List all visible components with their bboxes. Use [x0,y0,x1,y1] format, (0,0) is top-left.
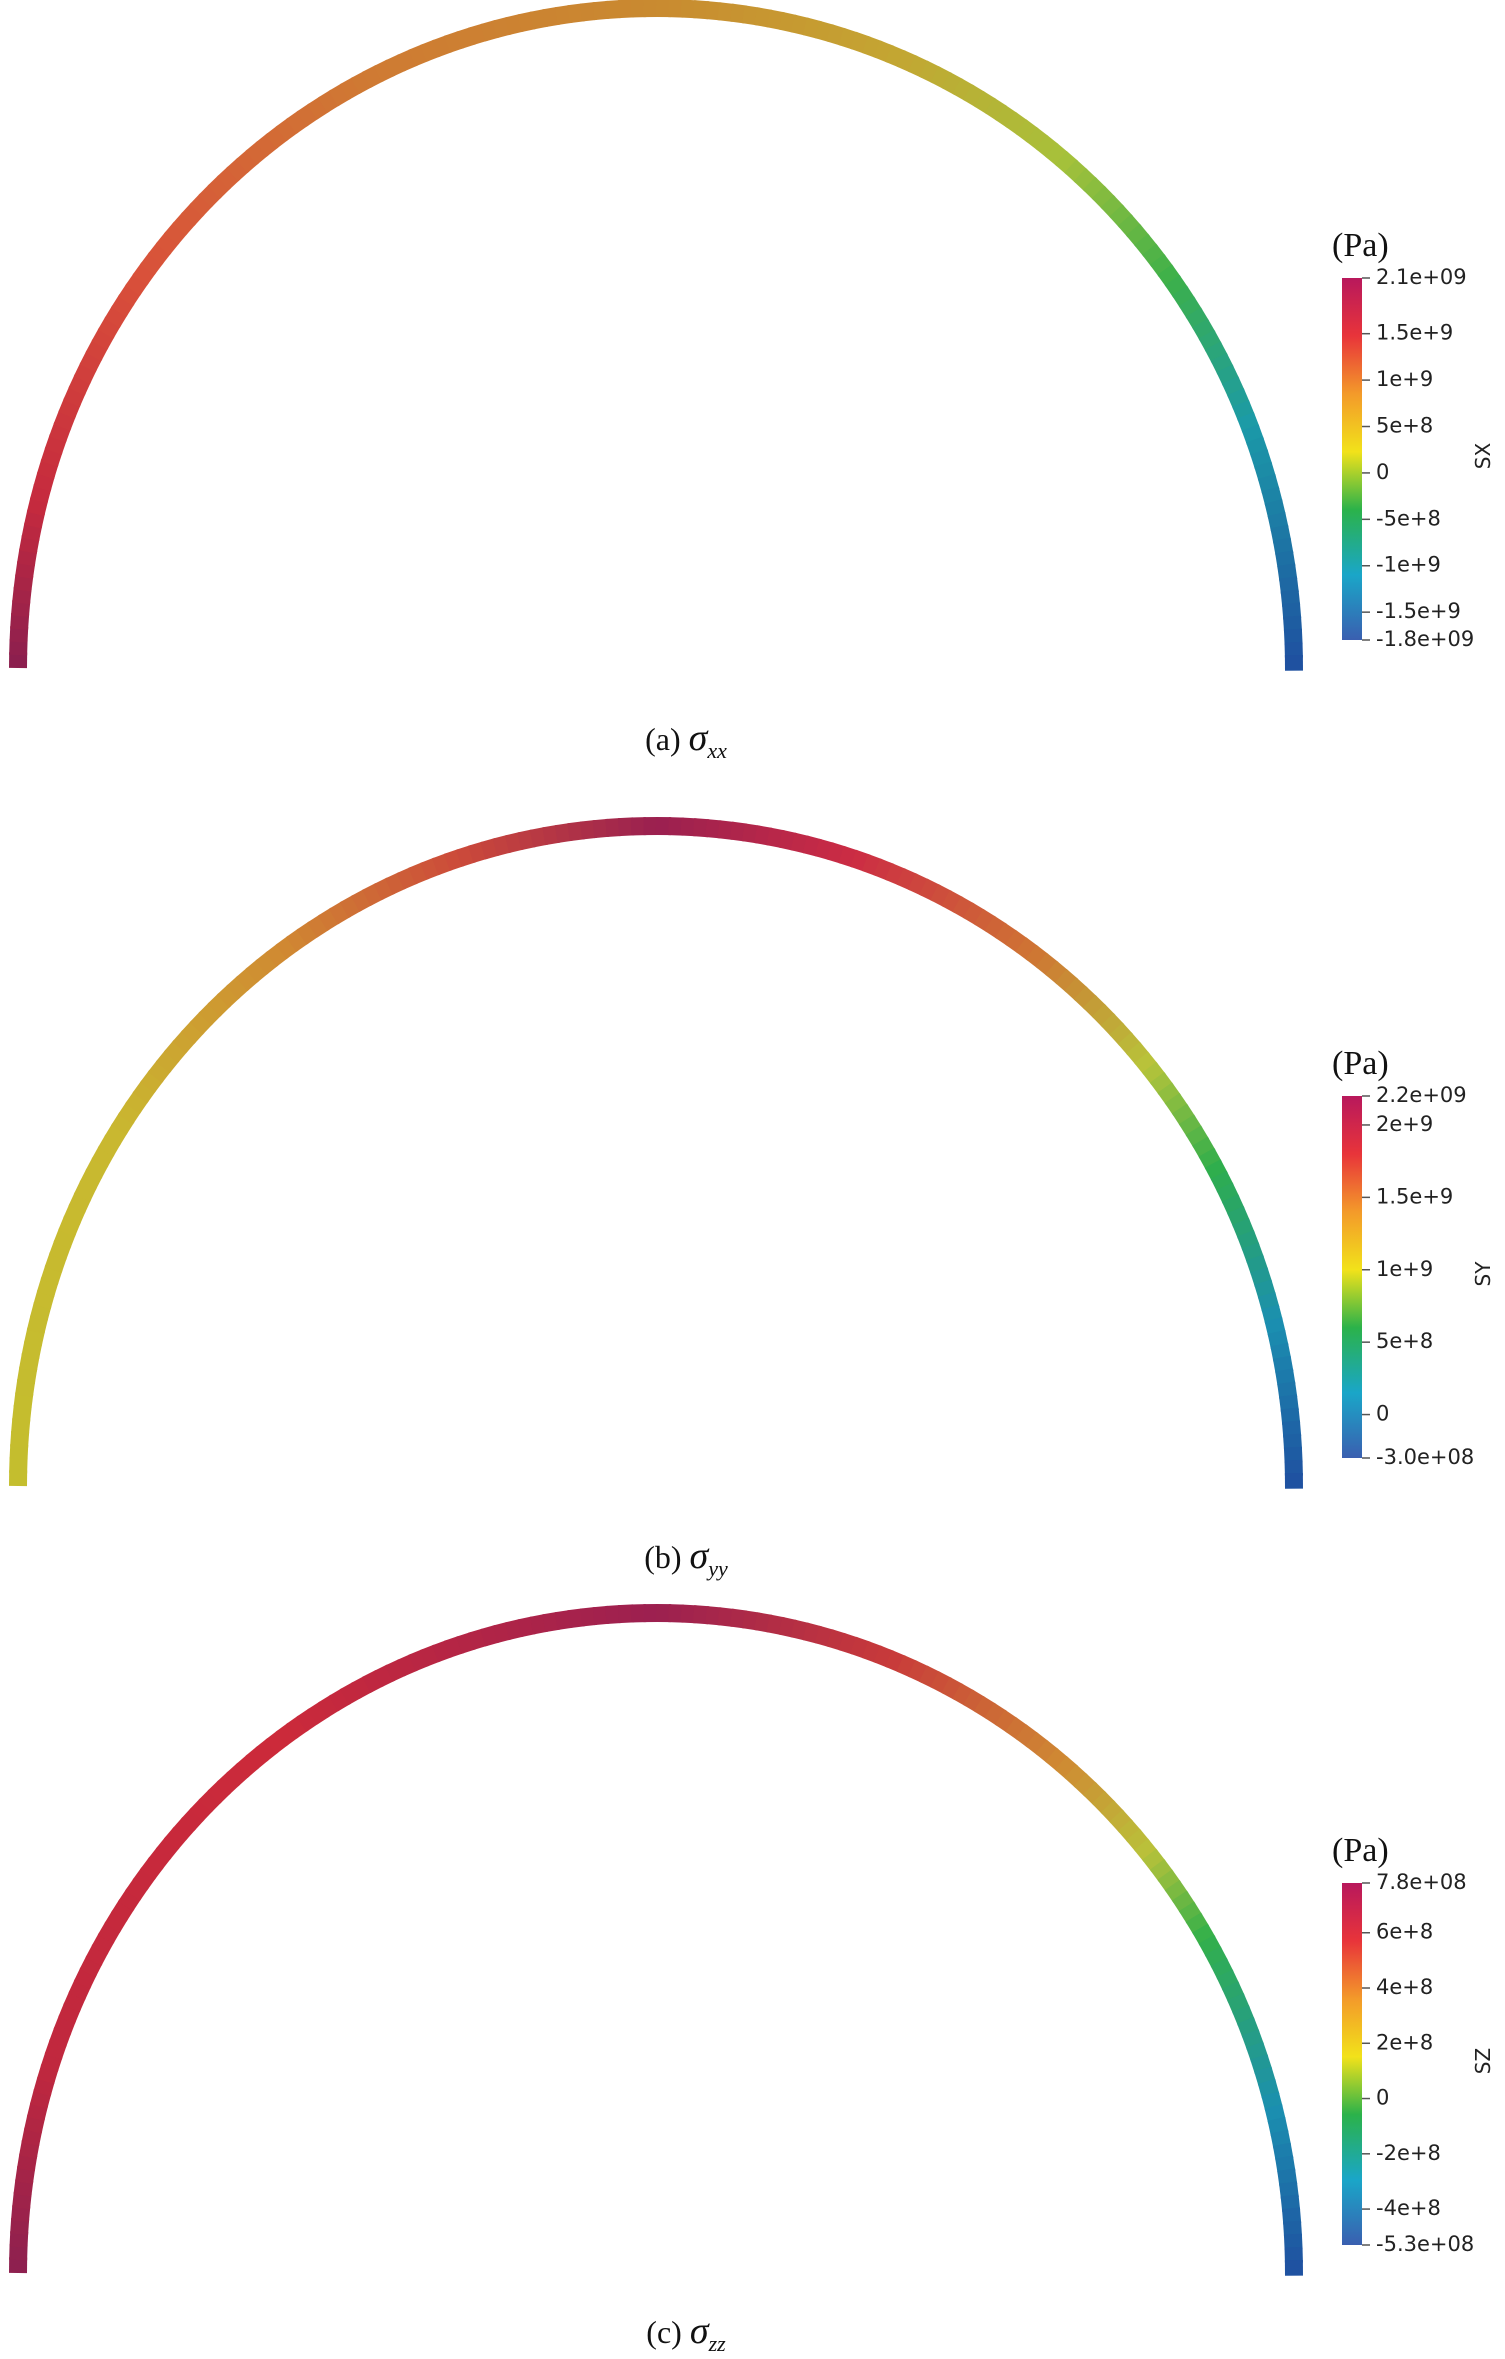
panel: 7.8e+08 6e+8 4e+8 2e+8 0 -2e+8 -4e+8 -5.3e+08 (P… [9,1604,1495,2356]
colorbar-tick-label: 2.2e+09 [1376,1083,1467,1107]
colorbar-tick-label: 6e+8 [1376,1920,1433,1944]
colorbar-tick-label: 1.5e+9 [1376,321,1453,345]
caption-prefix: (b) [644,1539,681,1575]
colorbar-tick-label: -5e+8 [1376,506,1441,530]
caption-symbol: σ [690,2310,710,2352]
caption-subscript: zz [708,2331,727,2356]
colorbar-tick-label: 4e+8 [1376,1975,1433,1999]
scalar-label: SZ [1471,2048,1495,2074]
colorbar-tick-label: -4e+8 [1376,2196,1441,2220]
colorbar-tick-label: 1e+9 [1376,1257,1433,1281]
colorbar-tick-label: 1.5e+9 [1376,1184,1453,1208]
caption-subscript: yy [706,1556,728,1581]
caption: (a) σxx [645,717,727,763]
colorbar-tick-label: 2.1e+09 [1376,265,1467,289]
colorbar [1342,278,1362,640]
colorbar-tick-label: 5e+8 [1376,414,1433,438]
colorbar-tick-label: -3.0e+08 [1376,1445,1474,1469]
colorbar-tick-label: -1e+9 [1376,553,1441,577]
panel: 2.1e+09 1.5e+9 1e+9 5e+8 0 -5e+8 -1e+9 -1.5e+9 -… [9,0,1495,763]
colorbar-tick-label: 0 [1376,460,1389,484]
caption-prefix: (a) [645,721,681,757]
colorbar-tick-label: 0 [1376,1402,1389,1426]
colorbar-tick-label: 1e+9 [1376,367,1433,391]
scalar-label: SY [1471,1261,1495,1287]
colorbar-tick-label: 2e+9 [1376,1112,1433,1136]
colorbar-tick-label: 2e+8 [1376,2030,1433,2054]
colorbar-tick-label: 5e+8 [1376,1329,1433,1353]
caption-symbol: σ [689,717,709,759]
unit-label: (Pa) [1332,227,1389,264]
panel: 2.2e+09 2e+9 1.5e+9 1e+9 5e+8 0 -3.0e+08 (Pa) SY… [9,817,1495,1581]
caption-symbol: σ [690,1535,710,1577]
colorbar-tick-label: 0 [1376,2086,1389,2110]
scalar-label: SX [1471,443,1495,470]
unit-label: (Pa) [1332,1045,1389,1082]
colorbar-tick-label: 7.8e+08 [1376,1870,1467,1894]
caption: (c) σzz [646,2310,726,2356]
caption-subscript: xx [706,738,727,763]
caption: (b) σyy [644,1535,728,1581]
colorbar [1342,1096,1362,1458]
colorbar-tick-label: -2e+8 [1376,2141,1441,2165]
caption-prefix: (c) [646,2314,682,2350]
colorbar-tick-label: -5.3e+08 [1376,2232,1474,2256]
colorbar-tick-label: -1.5e+9 [1376,599,1461,623]
colorbar [1342,1883,1362,2245]
colorbar-tick-label: -1.8e+09 [1376,627,1474,651]
unit-label: (Pa) [1332,1832,1389,1869]
